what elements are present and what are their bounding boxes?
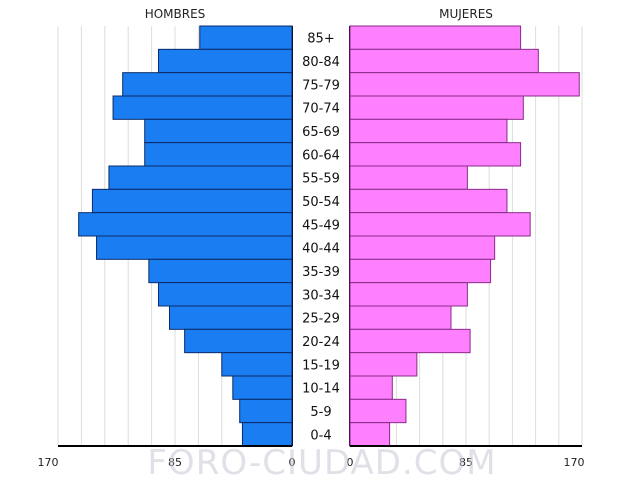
female-bar [349, 235, 496, 260]
age-group-label: 15-19 [302, 358, 340, 373]
age-group-label: 20-24 [302, 335, 340, 350]
male-bar [112, 95, 293, 120]
female-x-tick-label: 170 [564, 456, 585, 469]
male-x-ticks: 170 85 0 [38, 456, 296, 469]
female-bar [349, 48, 539, 74]
female-bar [349, 282, 468, 307]
female-bar [349, 25, 522, 50]
age-group-label: 10-14 [302, 382, 340, 397]
age-group-label: 50-54 [302, 195, 340, 210]
age-group-label: 80-84 [302, 55, 340, 70]
female-x-tick-label: 0 [347, 456, 354, 469]
female-bar [349, 118, 508, 144]
female-series-label: MUJERES [439, 7, 493, 21]
age-group-label: 45-49 [302, 218, 340, 233]
age-group-label: 85+ [307, 32, 334, 47]
male-x-tick-label: 0 [289, 456, 296, 469]
age-group-label: 0-4 [310, 428, 331, 443]
female-bar [349, 305, 452, 330]
female-x-ticks: 0 85 170 [347, 456, 585, 469]
male-bar [157, 282, 293, 307]
female-bars [349, 25, 580, 447]
male-bar [96, 235, 293, 260]
age-group-label: 5-9 [310, 405, 331, 420]
age-group-label: 25-29 [302, 312, 340, 327]
male-x-tick-label: 85 [168, 456, 182, 469]
male-bar [148, 258, 293, 284]
male-bar [232, 375, 293, 400]
age-group-label: 40-44 [302, 242, 340, 257]
male-bar [108, 165, 293, 190]
age-group-label: 65-69 [302, 125, 340, 140]
male-bar [144, 118, 293, 144]
male-bar [91, 188, 293, 214]
female-bar [349, 328, 471, 354]
female-bar [349, 165, 468, 190]
male-bar [157, 48, 293, 74]
female-bar [349, 72, 580, 97]
male-x-tick-label: 170 [38, 456, 59, 469]
female-bar [349, 188, 508, 214]
age-group-labels: 85+ 80-84 75-79 70-74 65-69 60-64 55-59 50-54 45… [302, 32, 340, 444]
male-bar [221, 352, 293, 377]
male-bar [199, 25, 293, 50]
male-series-label: HOMBRES [145, 7, 206, 21]
age-group-label: 75-79 [302, 78, 340, 93]
age-group-label: 70-74 [302, 102, 340, 117]
age-group-label: 35-39 [302, 265, 340, 280]
male-bar [122, 72, 293, 97]
male-bar [184, 328, 293, 354]
female-bar [349, 142, 522, 167]
male-bars [78, 25, 293, 447]
female-bar [349, 212, 531, 237]
male-bar [144, 142, 293, 167]
male-bar [168, 305, 293, 330]
female-bar [349, 352, 418, 377]
female-bar [349, 258, 492, 284]
male-bar [78, 212, 293, 237]
male-bar [239, 398, 293, 424]
age-group-label: 30-34 [302, 288, 340, 303]
watermark: FORO-CIUDAD.COM [147, 443, 496, 483]
age-group-label: 55-59 [302, 172, 340, 187]
female-bar [349, 375, 393, 400]
female-bar [349, 398, 407, 424]
age-group-label: 60-64 [302, 148, 340, 163]
female-x-tick-label: 85 [459, 456, 473, 469]
female-bar [349, 95, 524, 120]
